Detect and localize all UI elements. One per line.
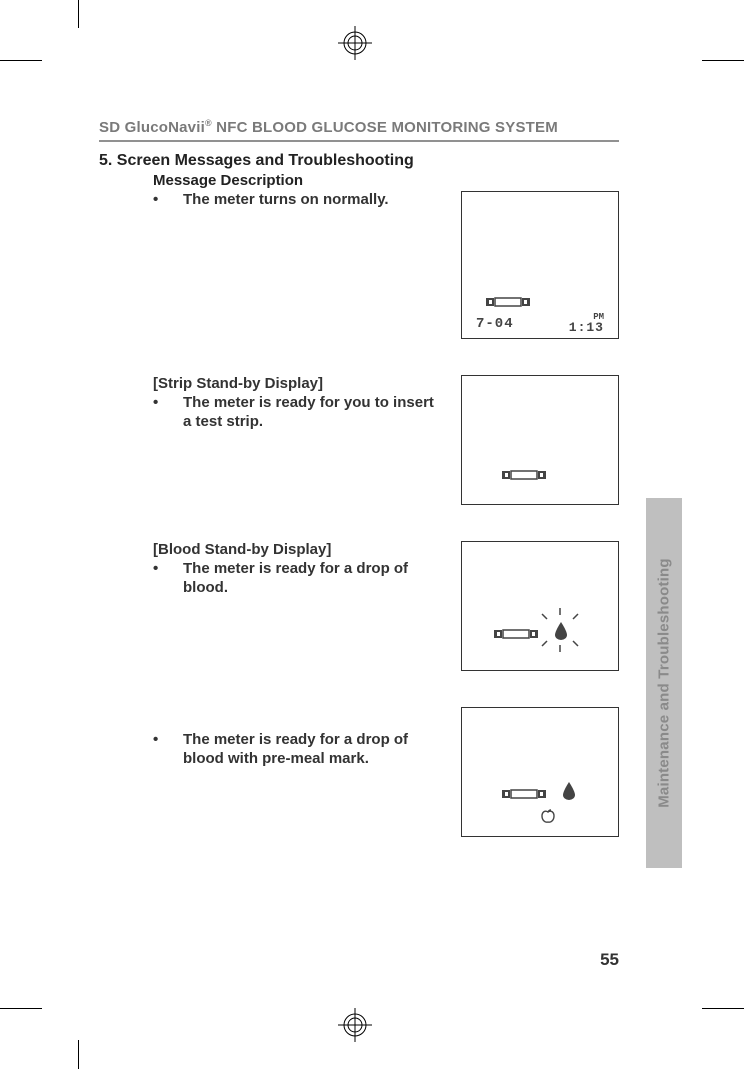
page-content: SD GlucoNavii® NFC BLOOD GLUCOSE MONITOR… [99, 118, 619, 873]
flash-icon [538, 608, 582, 652]
bullet-text: The meter is ready for you to insert a t… [183, 394, 443, 432]
meter-display [461, 541, 619, 671]
bullet-text: The meter is ready for a drop of blood w… [183, 731, 443, 769]
subheading: [Strip Stand-by Display] [153, 375, 443, 392]
bullet-dot-icon: • [153, 560, 183, 579]
page-number: 55 [99, 950, 619, 970]
section-tab: Maintenance and Troubleshooting [646, 498, 682, 868]
subheading: [Blood Stand-by Display] [153, 541, 443, 558]
display-time: 1:13 [569, 320, 604, 335]
section-tab-label: Maintenance and Troubleshooting [656, 558, 673, 808]
message-row: • The meter is ready for a drop of blood… [99, 707, 619, 837]
bullet-item: • The meter is ready for you to insert a… [153, 394, 443, 432]
bullet-text: The meter turns on normally. [183, 191, 443, 210]
bullet-dot-icon: • [153, 731, 183, 750]
bullet-text: The meter is ready for a drop of blood. [183, 560, 443, 598]
bullet-dot-icon: • [153, 394, 183, 413]
manual-header: SD GlucoNavii® NFC BLOOD GLUCOSE MONITOR… [99, 118, 619, 142]
bullet-item: • The meter is ready for a drop of blood… [153, 560, 443, 598]
blood-drop-icon [562, 782, 576, 800]
bullet-dot-icon: • [153, 191, 183, 210]
message-row: [Strip Stand-by Display] • The meter is … [99, 375, 619, 505]
message-row: [Blood Stand-by Display] • The meter is … [99, 541, 619, 671]
meter-display: 7-04 PM 1:13 [461, 191, 619, 339]
bullet-item: • The meter is ready for a drop of blood… [153, 731, 443, 769]
meter-display [461, 375, 619, 505]
apple-icon [540, 808, 556, 824]
display-date: 7-04 [476, 316, 514, 332]
section-title: 5. Screen Messages and Troubleshooting [99, 152, 619, 170]
meter-display [461, 707, 619, 837]
message-row: • The meter turns on normally. 7-04 PM 1… [99, 191, 619, 339]
bullet-item: • The meter turns on normally. [153, 191, 443, 210]
message-description-label: Message Description [153, 172, 619, 189]
